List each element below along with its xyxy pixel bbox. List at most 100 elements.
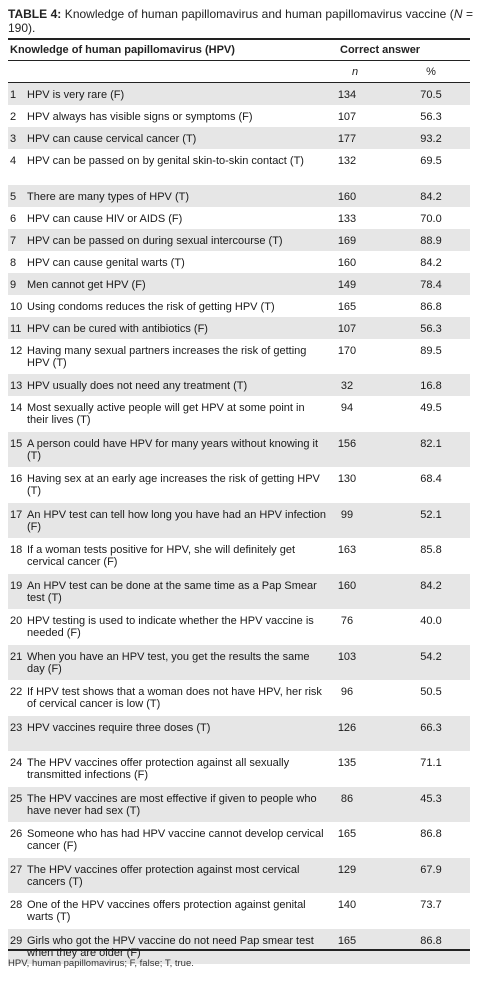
row-statement: Most sexually active people will get HPV… — [27, 402, 305, 426]
row-statement: HPV can be passed on by genital skin-to-… — [27, 155, 304, 167]
table-row: 16 Having sex at an early age increases t… — [8, 467, 470, 503]
row-percent-value: 78.4 — [420, 278, 442, 291]
row-number: 27 — [10, 863, 23, 876]
row-statement: The HPV vaccines are most effective if g… — [27, 792, 317, 817]
n-column-header: n — [351, 66, 359, 78]
row-percent-value: 73.7 — [420, 899, 442, 911]
row-n-value: 149 — [337, 278, 357, 291]
table-row: 10 Using condoms reduces the risk of gett… — [8, 295, 470, 317]
row-statement: HPV can cause cervical cancer (T) — [27, 133, 197, 145]
row-n-value: 163 — [337, 544, 357, 556]
row-percent-value: 68.4 — [420, 473, 442, 485]
row-percent-value: 71.1 — [420, 757, 442, 769]
row-percent-value: 84.2 — [420, 190, 442, 203]
row-percent-value: 54.2 — [420, 650, 442, 663]
row-number: 20 — [10, 615, 23, 627]
row-number: 10 — [10, 300, 23, 313]
row-n-value: 165 — [337, 300, 357, 313]
row-number: 25 — [10, 792, 23, 805]
row-statement: Having sex at an early age increases the… — [27, 473, 320, 497]
row-number: 3 — [10, 133, 17, 145]
row-n-value: 177 — [337, 133, 357, 145]
table-row: 14 Most sexually active people will get H… — [8, 396, 470, 432]
row-statement: HPV usually does not need any treatment … — [27, 380, 248, 392]
table-row: 3 HPV can cause cervical cancer (T) 177 93.… — [8, 127, 470, 149]
row-percent-value: 85.8 — [420, 544, 442, 556]
row-n-value: 129 — [337, 863, 357, 876]
knowledge-column-header: Knowledge of human papillomavirus (HPV) — [10, 44, 235, 56]
row-statement: If a woman tests positive for HPV, she w… — [27, 544, 295, 568]
row-percent-value: 84.2 — [420, 579, 442, 592]
header-bottom-rule — [8, 82, 470, 83]
row-percent-value: 70.5 — [420, 89, 442, 101]
row-statement: Girls who got the HPV vaccine do not nee… — [27, 934, 314, 959]
row-statement: The HPV vaccines offer protection agains… — [27, 863, 300, 888]
row-number: 18 — [10, 544, 23, 556]
table-row: 9 Men cannot get HPV (F) 149 78.4 — [8, 272, 470, 295]
row-percent-value: 82.1 — [420, 437, 442, 450]
table-top-rule — [8, 38, 470, 40]
table-row: 12 Having many sexual partners increases … — [8, 339, 470, 375]
table-row: 5 There are many types of HPV (T) 160 84.2 — [8, 184, 470, 207]
row-number: 14 — [10, 402, 23, 414]
table-row: 20 HPV testing is used to indicate whethe… — [8, 609, 470, 645]
row-statement: When you have an HPV test, you get the r… — [27, 650, 310, 675]
row-statement: Having many sexual partners increases th… — [27, 344, 307, 369]
row-n-value: 165 — [337, 828, 357, 840]
row-n-value: 32 — [340, 380, 354, 392]
row-n-value: 130 — [337, 473, 357, 485]
row-number: 8 — [10, 256, 17, 269]
row-n-value: 135 — [337, 757, 357, 769]
row-number: 2 — [10, 111, 17, 123]
row-statement: HPV always has visible signs or symptoms… — [27, 111, 253, 123]
row-percent-value: 52.1 — [420, 508, 442, 521]
caption-text-end: = 190). — [8, 7, 474, 35]
row-percent-value: 56.3 — [420, 322, 442, 335]
row-percent-value: 40.0 — [420, 615, 442, 627]
row-percent-value: 84.2 — [420, 256, 442, 269]
percent-column-header: % — [426, 66, 436, 78]
row-n-value: 94 — [340, 402, 354, 414]
row-number: 1 — [10, 89, 17, 101]
row-n-value: 160 — [337, 579, 357, 592]
row-statement: An HPV test can be done at the same time… — [27, 579, 317, 604]
table-row: 8 HPV can cause genital warts (T) 160 84.2 — [8, 251, 470, 273]
row-n-value: 134 — [337, 89, 357, 101]
table-caption: TABLE 4: Knowledge of human papillomavir… — [8, 7, 473, 35]
table-row: 19 An HPV test can be done at the same ti… — [8, 573, 470, 609]
caption-n-variable: N — [453, 7, 463, 21]
row-statement: HPV can cause genital warts (T) — [27, 256, 185, 269]
row-n-value: 103 — [337, 650, 357, 663]
header-divider — [8, 60, 470, 61]
table-row: 13 HPV usually does not need any treatmen… — [8, 374, 470, 396]
row-number: 17 — [10, 508, 23, 521]
row-number: 16 — [10, 473, 23, 485]
row-n-value: 86 — [340, 792, 354, 805]
row-number: 11 — [10, 322, 22, 335]
row-n-value: 132 — [337, 155, 357, 167]
caption-text: Knowledge of human papillomavirus and hu… — [61, 7, 454, 21]
table-row: 26 Someone who has had HPV vaccine cannot… — [8, 822, 470, 858]
table-row: 2 HPV always has visible signs or symptom… — [8, 105, 470, 127]
row-statement: HPV can cause HIV or AIDS (F) — [27, 212, 183, 225]
table-row: 15 A person could have HPV for many years… — [8, 431, 470, 467]
row-statement: HPV testing is used to indicate whether … — [27, 615, 314, 639]
row-statement: HPV is very rare (F) — [27, 89, 125, 101]
row-percent-value: 93.2 — [420, 133, 442, 145]
row-statement: Men cannot get HPV (F) — [27, 278, 146, 291]
row-number: 7 — [10, 234, 17, 247]
table-row: 27 The HPV vaccines offer protection agai… — [8, 857, 470, 893]
row-number: 5 — [10, 190, 17, 203]
row-number: 12 — [10, 344, 23, 357]
row-number: 22 — [10, 686, 23, 698]
row-percent-value: 86.8 — [420, 300, 442, 313]
table-bottom-rule — [8, 949, 470, 951]
row-percent-value: 56.3 — [420, 111, 442, 123]
table-row: 29 Girls who got the HPV vaccine do not n… — [8, 928, 470, 964]
row-statement: Someone who has had HPV vaccine cannot d… — [27, 828, 324, 852]
row-percent-value: 86.8 — [420, 828, 442, 840]
row-number: 24 — [10, 757, 23, 769]
row-number: 4 — [10, 155, 17, 167]
row-number: 23 — [10, 721, 23, 734]
